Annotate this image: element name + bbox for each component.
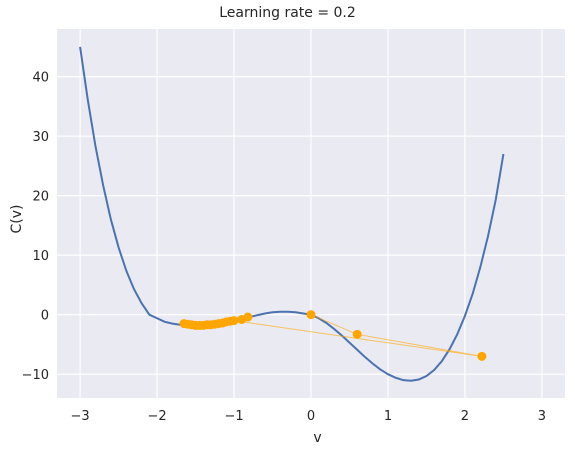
y-tick-label: 20 [32, 190, 49, 205]
descent-point [352, 329, 362, 339]
x-tick-label: −2 [147, 409, 166, 424]
x-tick-label: 3 [538, 409, 546, 424]
x-tick-label: −1 [224, 409, 243, 424]
cost-curve-line [79, 46, 505, 382]
x-tick-label: 1 [384, 409, 392, 424]
descent-point [477, 351, 487, 361]
x-tick-label: 0 [307, 409, 315, 424]
x-tick-label: −3 [71, 409, 90, 424]
chart-title: Learning rate = 0.2 [219, 5, 356, 21]
series-group [79, 46, 505, 382]
descent-point [179, 319, 189, 329]
y-tick-label: −10 [22, 368, 49, 383]
descent-point [306, 310, 316, 320]
y-tick-label: 30 [32, 130, 49, 145]
y-tick-label: 40 [32, 71, 49, 86]
y-tick-label: 0 [41, 309, 49, 324]
x-axis-label: v [313, 430, 322, 446]
y-tick-label: 10 [32, 249, 49, 264]
descent-point [237, 314, 247, 324]
x-tick-label: 2 [461, 409, 469, 424]
